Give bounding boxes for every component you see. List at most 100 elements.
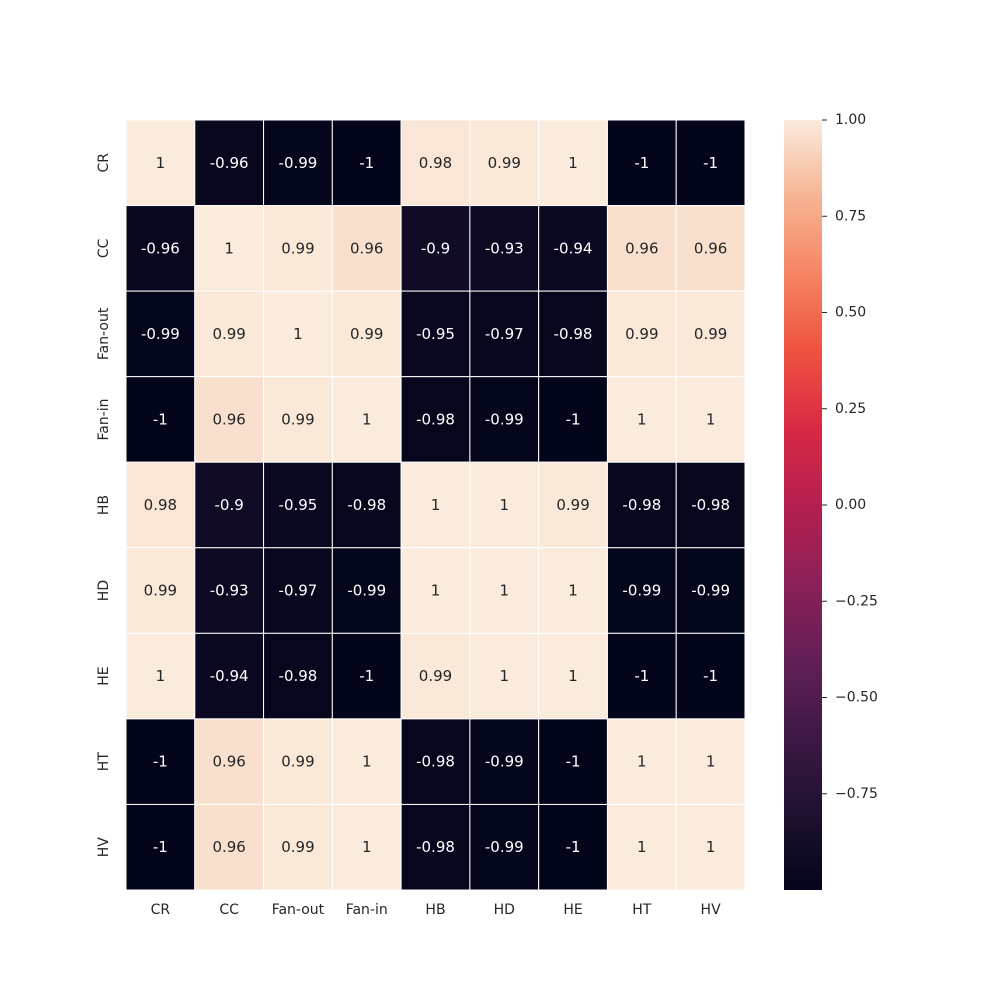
colorbar-tick-label: 0.50 bbox=[835, 305, 866, 321]
heatmap-cell-Fan-out-Fan-out bbox=[263, 290, 333, 378]
cell-value-label: -1 bbox=[566, 838, 581, 856]
cell-value-label: 0.96 bbox=[625, 239, 658, 257]
cell-value-label: -0.98 bbox=[691, 496, 730, 514]
y-tick-label: HT bbox=[96, 752, 112, 772]
heatmap-cell-CR-Fan-out bbox=[263, 119, 333, 207]
cell-value-label: -1 bbox=[634, 154, 649, 172]
heatmap-cell-HT-Fan-out bbox=[263, 718, 333, 805]
heatmap-cell-HB-Fan-in bbox=[331, 461, 402, 549]
cell-value-label: 0.99 bbox=[281, 838, 314, 856]
cell-value-label: -0.98 bbox=[347, 496, 386, 514]
cell-value-label: 1 bbox=[362, 838, 372, 856]
heatmap-cell-HD-Fan-in bbox=[331, 547, 402, 634]
heatmap-cell-HB-HD bbox=[469, 461, 540, 549]
y-tick-label: HD bbox=[96, 580, 112, 601]
cell-value-label: -1 bbox=[634, 667, 649, 685]
x-tick-labels: CR CC Fan-out Fan-in HB HD HE HT HV bbox=[151, 902, 721, 918]
cell-value-label: 0.99 bbox=[144, 582, 177, 600]
x-tick-label: Fan-in bbox=[346, 902, 388, 918]
heatmap-cell-CR-HB bbox=[400, 119, 471, 207]
heatmap-cells bbox=[125, 119, 746, 891]
heatmap-cell-HB-HE bbox=[538, 461, 608, 549]
cell-value-label: -1 bbox=[703, 667, 718, 685]
cell-value-label: -0.98 bbox=[416, 753, 455, 771]
cell-value-label: 1 bbox=[637, 838, 647, 856]
cell-value-label: 0.96 bbox=[350, 239, 383, 257]
cell-value-label: 1 bbox=[224, 239, 234, 257]
heatmap-cell-HE-CR bbox=[125, 632, 196, 720]
cell-value-label: 1 bbox=[156, 154, 166, 172]
heatmap-cell-HT-HE bbox=[538, 718, 608, 805]
heatmap-cell-Fan-in-Fan-in bbox=[331, 376, 402, 463]
cell-value-label: -1 bbox=[153, 753, 168, 771]
heatmap-cell-CC-HT bbox=[606, 205, 677, 292]
cell-value-label: -0.98 bbox=[554, 325, 593, 343]
heatmap-cell-HT-HD bbox=[469, 718, 540, 805]
heatmap-cell-CC-Fan-in bbox=[331, 205, 402, 292]
heatmap-cell-CR-HD bbox=[469, 119, 540, 207]
cell-value-label: 1 bbox=[637, 753, 647, 771]
x-tick-label: Fan-out bbox=[272, 902, 325, 918]
heatmap-cell-Fan-out-CC bbox=[194, 290, 265, 378]
colorbar: 1.00 0.75 0.50 0.25 0.00 −0.25 −0.50 −0.75 bbox=[784, 112, 878, 890]
y-tick-label: HV bbox=[96, 837, 112, 858]
heatmap-cell-Fan-out-Fan-in bbox=[331, 290, 402, 378]
cell-value-label: 1 bbox=[500, 496, 510, 514]
heatmap-cell-HV-HD bbox=[469, 803, 540, 891]
heatmap-annotations: 1 -0.96 -0.99 -1 0.98 0.99 1 -1 -1 -0.96 1 0.99 0.96… bbox=[141, 154, 730, 856]
cell-value-label: 0.96 bbox=[694, 239, 727, 257]
heatmap-cell-CC-HV bbox=[675, 205, 746, 292]
cell-value-label: 0.99 bbox=[212, 325, 245, 343]
cell-value-label: -0.99 bbox=[485, 838, 524, 856]
cell-value-label: -1 bbox=[153, 410, 168, 428]
cell-value-label: 0.98 bbox=[144, 496, 177, 514]
cell-value-label: 1 bbox=[637, 410, 647, 428]
cell-value-label: -0.99 bbox=[279, 154, 318, 172]
cell-value-label: -0.94 bbox=[554, 239, 593, 257]
cell-value-label: -0.99 bbox=[691, 582, 730, 600]
heatmap-cell-CC-Fan-out bbox=[263, 205, 333, 292]
heatmap-cell-HE-HE bbox=[538, 632, 608, 720]
cell-value-label: -0.93 bbox=[210, 582, 249, 600]
heatmap-cell-Fan-out-HB bbox=[400, 290, 471, 378]
heatmap-cell-HB-CR bbox=[125, 461, 196, 549]
cell-value-label: -0.9 bbox=[421, 239, 450, 257]
y-tick-label: Fan-in bbox=[96, 398, 112, 440]
heatmap-cell-HV-HV bbox=[675, 803, 746, 891]
heatmap-cell-HV-CC bbox=[194, 803, 265, 891]
cell-value-label: 1 bbox=[706, 410, 716, 428]
y-tick-label: CR bbox=[96, 153, 112, 173]
x-tick-label: HV bbox=[701, 902, 722, 918]
heatmap-cell-HE-CC bbox=[194, 632, 265, 720]
cell-value-label: -1 bbox=[566, 753, 581, 771]
cell-value-label: -1 bbox=[566, 410, 581, 428]
cell-value-label: -0.95 bbox=[416, 325, 455, 343]
cell-value-label: -0.95 bbox=[279, 496, 318, 514]
cell-value-label: -0.98 bbox=[622, 496, 661, 514]
cell-value-label: 0.96 bbox=[212, 838, 245, 856]
heatmap-cell-Fan-in-CR bbox=[125, 376, 196, 463]
colorbar-tick-label: −0.75 bbox=[835, 786, 878, 802]
cell-value-label: 1 bbox=[568, 582, 578, 600]
cell-value-label: 1 bbox=[156, 667, 166, 685]
cell-value-label: 1 bbox=[362, 410, 372, 428]
x-tick-label: HD bbox=[494, 902, 515, 918]
cell-value-label: 1 bbox=[568, 154, 578, 172]
y-tick-label: CC bbox=[96, 238, 112, 258]
heatmap-cell-HD-CC bbox=[194, 547, 265, 634]
heatmap-cell-CR-Fan-in bbox=[331, 119, 402, 207]
heatmap-cell-Fan-out-CR bbox=[125, 290, 196, 378]
cell-value-label: -1 bbox=[703, 154, 718, 172]
cell-value-label: 0.99 bbox=[281, 239, 314, 257]
cell-value-label: 0.96 bbox=[212, 410, 245, 428]
cell-value-label: 1 bbox=[706, 753, 716, 771]
heatmap-cell-HE-HB bbox=[400, 632, 471, 720]
cell-value-label: 0.99 bbox=[488, 154, 521, 172]
heatmap-cell-Fan-in-CC bbox=[194, 376, 265, 463]
heatmap-cell-CR-HT bbox=[606, 119, 677, 207]
heatmap-cell-Fan-in-HV bbox=[675, 376, 746, 463]
cell-value-label: -0.99 bbox=[485, 410, 524, 428]
cell-value-label: 0.96 bbox=[212, 753, 245, 771]
cell-value-label: -1 bbox=[359, 154, 374, 172]
